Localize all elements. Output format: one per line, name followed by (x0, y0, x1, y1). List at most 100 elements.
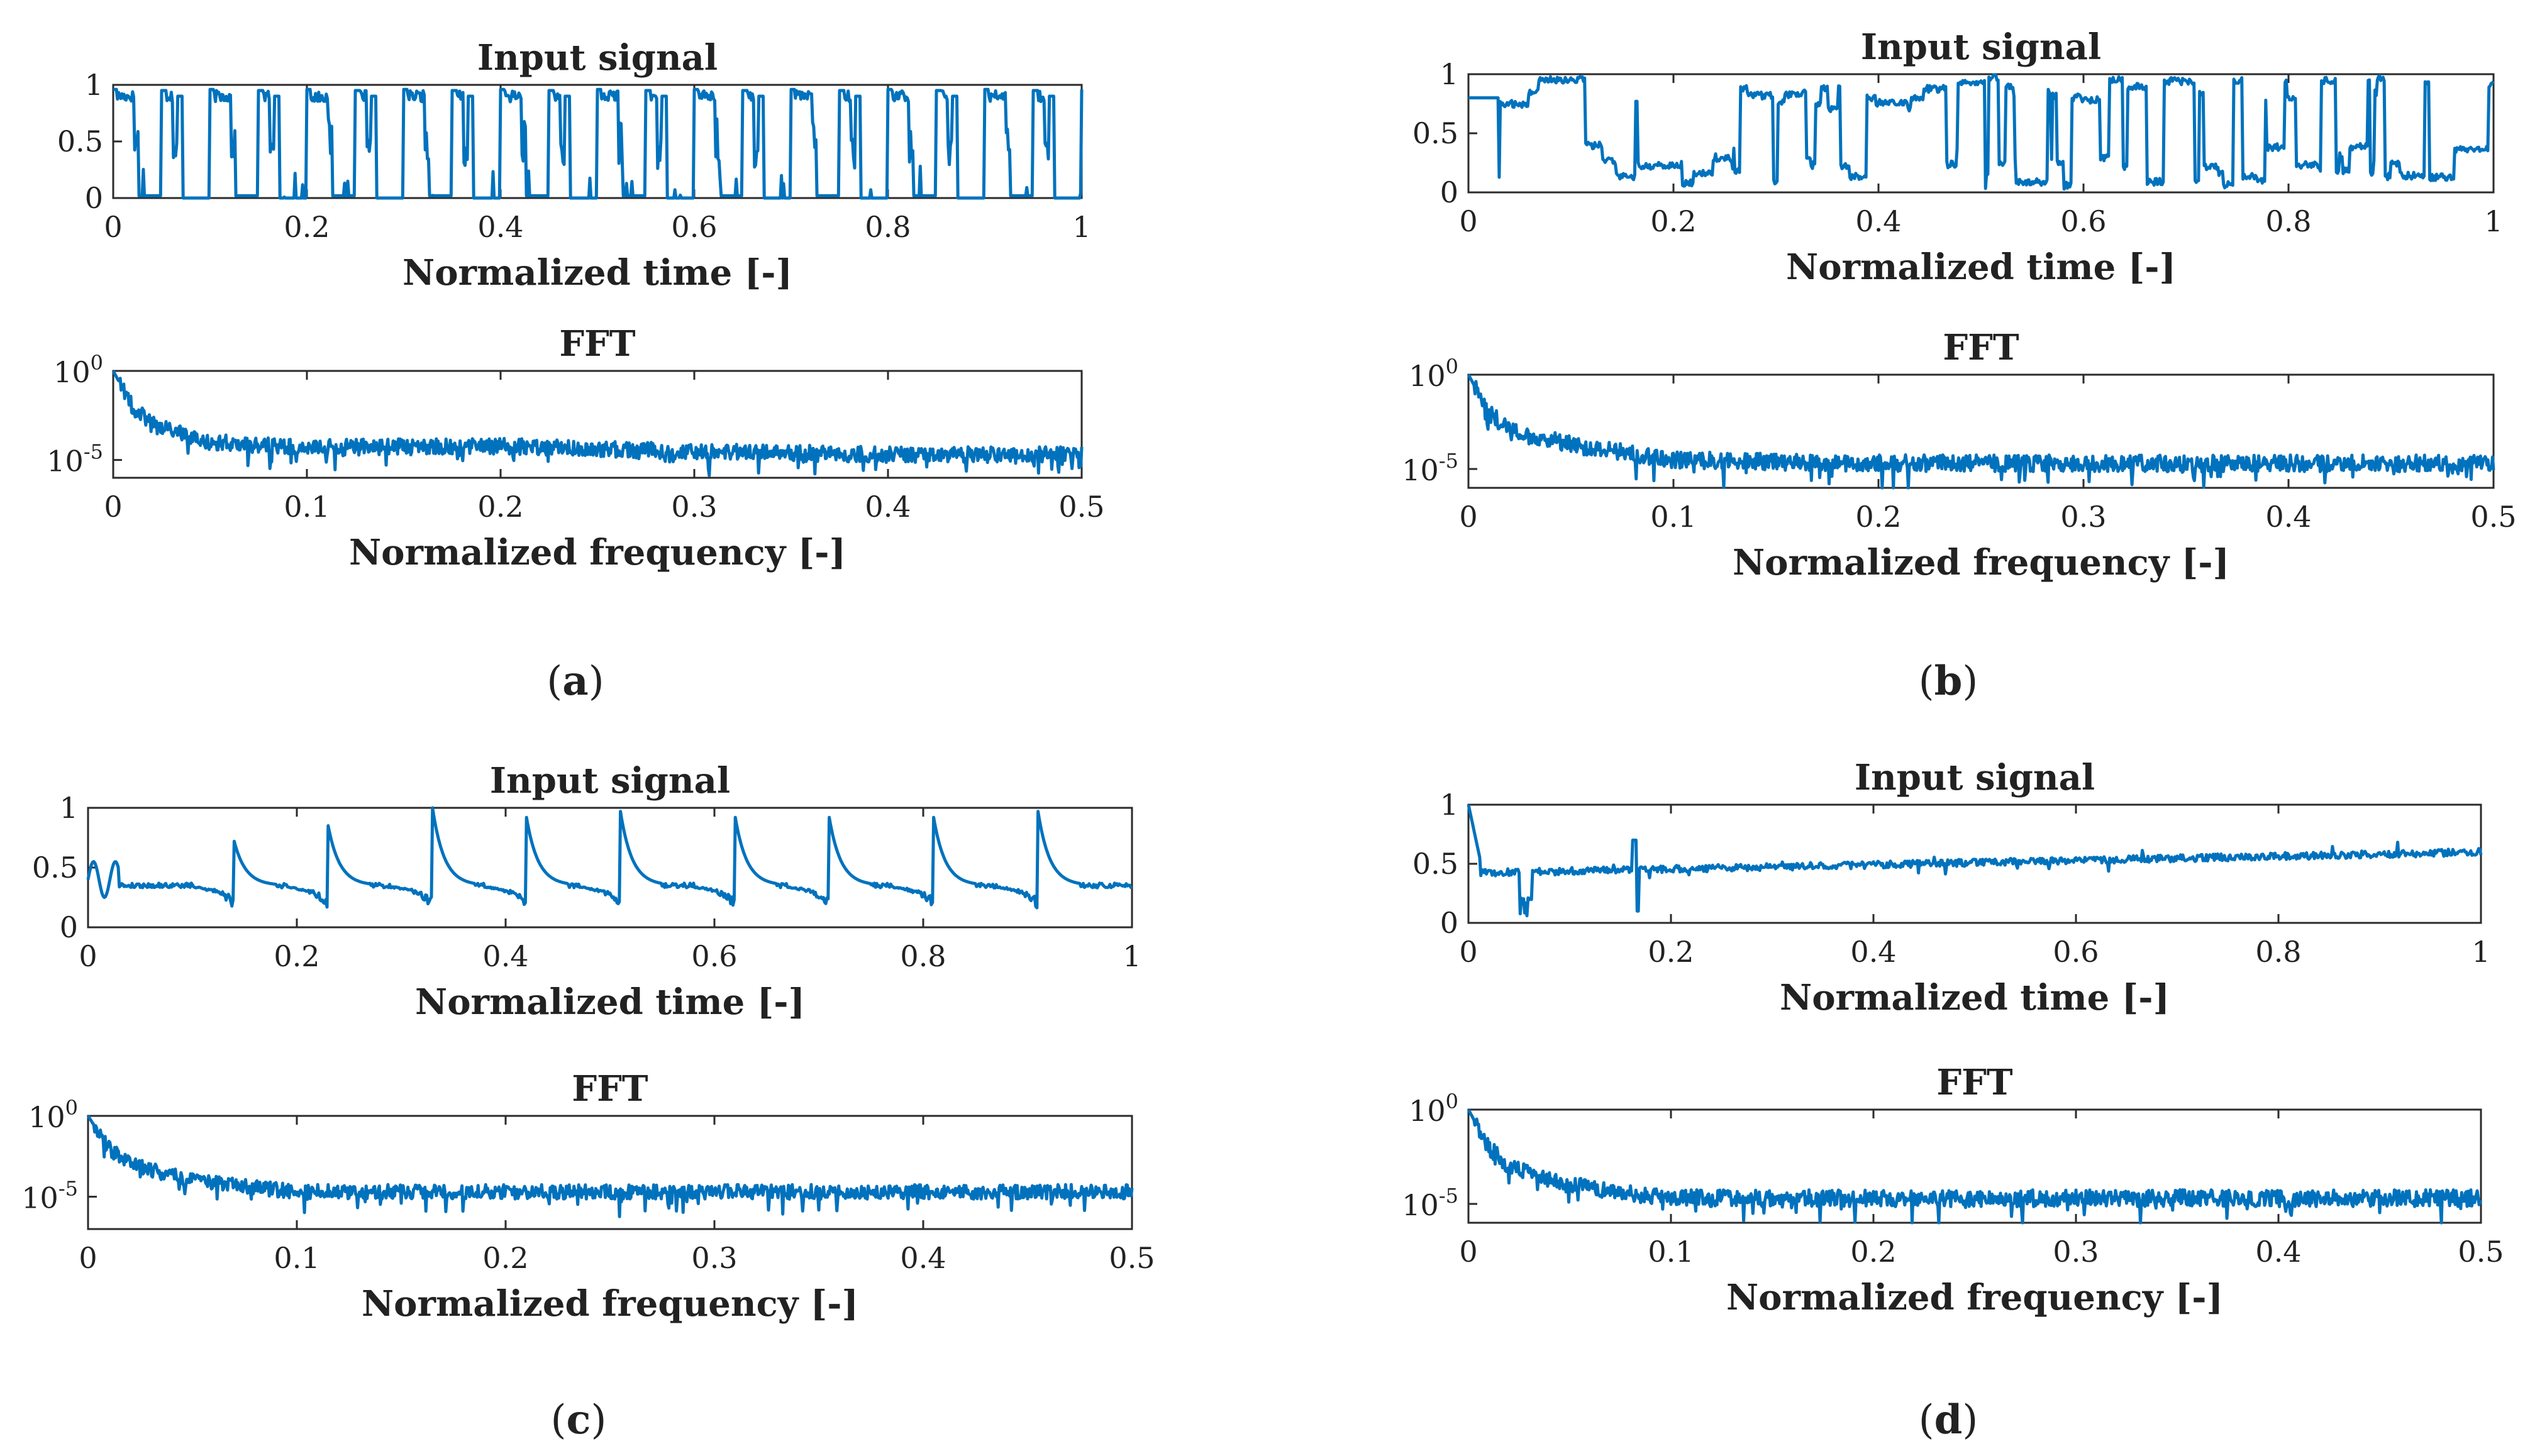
panel-b-time-ytick-label: 0 (1440, 175, 1458, 209)
panel-b-fft-ytick-exp: 0 (1446, 355, 1458, 378)
caption-paren-close: ) (591, 1397, 606, 1443)
panel-c-fft-xtick-label: 0.1 (274, 1241, 319, 1275)
panel-d-fft-xtick-label: 0.2 (1850, 1235, 1896, 1269)
panel-c-fft-xtick-label: 0.4 (900, 1241, 946, 1275)
panel-c-fft-xtick-label: 0 (79, 1241, 97, 1275)
panel-c-time-xtick-label: 0.8 (900, 939, 946, 973)
panel-a-time-ytick-label: 0 (85, 181, 103, 215)
panel-b-time-series-line (1468, 73, 2495, 191)
panel-d-time-ytick-label: 0.5 (1412, 847, 1458, 881)
panel-b-fft-title: FFT (1943, 327, 2019, 368)
panel-a-fft-ytick-exp: 0 (91, 351, 103, 375)
panel-a-time-xtick-label: 0.4 (477, 210, 523, 244)
panel-c-time-title: Input signal (490, 760, 730, 802)
panel-a-fft-xtick-label: 0.3 (671, 490, 717, 524)
caption-paren-open: ( (547, 658, 562, 705)
panel-d-fft-xtick-label: 0.5 (2458, 1235, 2504, 1269)
panel-b-time-xtick-label: 0.8 (2265, 204, 2311, 238)
panel-c-time-xtick-label: 1 (1123, 939, 1141, 973)
caption-letter: b (1934, 658, 1963, 705)
panel-b-fft-ytick-label: 100 (1409, 355, 1458, 393)
panel-c-time-xtick-label: 0.6 (691, 939, 737, 973)
panel-c-fft-series-line (86, 1115, 1134, 1218)
panel-a-time-xtick-label: 1 (1072, 210, 1090, 244)
panel-b-fft-ytick-exp: -5 (1439, 449, 1458, 473)
panel-b: Input signal 0 0.2 0.4 0.6 0.8 10 0.5 1 Normalize… (1402, 26, 2516, 705)
panel-b-fft-axes-frame (1467, 373, 2495, 489)
panel-a-fft-xlabel: Normalized frequency [-] (349, 532, 846, 573)
panel-d-time-xtick-label: 1 (2472, 935, 2490, 969)
panel-c-time-xlabel: Normalized time [-] (415, 981, 805, 1023)
panel-c-time-series-line (86, 806, 1133, 910)
panel-d-time-xtick-label: 0 (1459, 935, 1477, 969)
panel-d-fft-xtick-label: 0 (1459, 1235, 1477, 1269)
panel-b-fft-xtick-label: 0.1 (1650, 500, 1696, 534)
caption-paren-close: ) (589, 658, 604, 705)
panel-b-fft-xtick-label: 0.5 (2470, 500, 2516, 534)
panel-d-fft-ytick-label: 100 (1409, 1089, 1458, 1128)
panel-c-fft-xlabel: Normalized frequency [-] (362, 1283, 858, 1325)
panel-d-fft-xtick-label: 0.3 (2053, 1235, 2099, 1269)
panel-b-fft-ytick-base: 10 (1409, 359, 1446, 393)
panel-a-time-xtick-label: 0.8 (865, 210, 911, 244)
panel-a-fft-xtick-label: 0 (104, 490, 122, 524)
panel-b-time-xtick-label: 0.4 (1855, 204, 1901, 238)
panel-a-fft-ytick-base: 10 (47, 444, 84, 478)
panel-d-time-series-line (1467, 804, 2483, 918)
panel-b-fft-ytick-base: 10 (1402, 453, 1439, 487)
panel-a-fft-series-line (111, 370, 1084, 477)
panel-c-time-ytick-label: 1 (60, 791, 78, 825)
panel-c-fft-xtick-label: 0.3 (691, 1241, 737, 1275)
panel-d-fft-xtick-label: 0.4 (2255, 1235, 2301, 1269)
panel-a-time-xtick-label: 0 (104, 210, 122, 244)
panel-d-time-xtick-label: 0.6 (2053, 935, 2099, 969)
panel-d-time-ytick-label: 0 (1440, 906, 1458, 940)
panel-c-fft-ytick-exp: 0 (65, 1096, 78, 1120)
panel-d-time-xlabel: Normalized time [-] (1780, 977, 2170, 1018)
panel-b-caption: (b) (1919, 658, 1978, 705)
caption-letter: a (562, 658, 588, 705)
panel-a-time-title: Input signal (477, 37, 718, 79)
panel-b-fft-xlabel: Normalized frequency [-] (1733, 542, 2229, 583)
caption-paren-open: ( (551, 1397, 567, 1443)
panel-b-time-ytick-label: 1 (1440, 57, 1458, 91)
panel-d-time-axes-frame (1467, 803, 2482, 924)
caption-letter: c (567, 1396, 591, 1443)
panel-a-time-xtick-label: 0.2 (284, 210, 330, 244)
panel-a-fft-ytick-label: 10-5 (47, 440, 103, 478)
panel-a-time-xlabel: Normalized time [-] (402, 252, 792, 294)
panel-d-fft-ytick-label: 10-5 (1402, 1184, 1458, 1222)
panel-b-time-xtick-label: 0.6 (2060, 204, 2106, 238)
panel-d-fft-xtick-label: 0.1 (1648, 1235, 1694, 1269)
panel-c-time-xtick-label: 0 (79, 939, 97, 973)
caption-paren-close: ) (1962, 1397, 1978, 1443)
caption-paren-close: ) (1962, 658, 1978, 705)
panel-c-fft-ytick-exp: -5 (58, 1177, 78, 1201)
panel-c-time-xtick-label: 0.4 (482, 939, 528, 973)
panel-b-time-ytick-label: 0.5 (1412, 116, 1458, 150)
panel-c-time-ytick-label: 0 (60, 910, 78, 944)
panel-b-time-xtick-label: 0.2 (1650, 204, 1696, 238)
panel-a-fft-ytick-exp: -5 (84, 440, 103, 464)
panel-b-fft-xtick-label: 0 (1459, 500, 1477, 534)
panel-d-fft-axes-frame (1467, 1108, 2482, 1224)
panel-a-time-xtick-label: 0.6 (671, 210, 717, 244)
panel-d-fft-series-line (1467, 1108, 2483, 1225)
panel-b-time-title: Input signal (1861, 26, 2101, 68)
panel-a-fft-ytick-base: 10 (53, 355, 91, 389)
panel-d-caption: (d) (1919, 1396, 1978, 1443)
panel-d-fft-ytick-exp: -5 (1439, 1184, 1458, 1208)
panel-b-fft-xtick-label: 0.3 (2060, 500, 2106, 534)
caption-letter: d (1934, 1396, 1963, 1443)
panel-c-fft-axes-frame (87, 1115, 1133, 1230)
panel-d-fft-xlabel: Normalized frequency [-] (1726, 1277, 2223, 1318)
panel-a-fft-ytick-label: 100 (53, 351, 103, 389)
panel-a-fft-xtick-label: 0.2 (477, 490, 523, 524)
panel-d-fft-ytick-base: 10 (1402, 1188, 1439, 1222)
panel-b-fft-series-line (1467, 373, 2495, 490)
panel-c-fft-ytick-base: 10 (21, 1181, 58, 1215)
panel-c-fft-title: FFT (572, 1068, 648, 1110)
